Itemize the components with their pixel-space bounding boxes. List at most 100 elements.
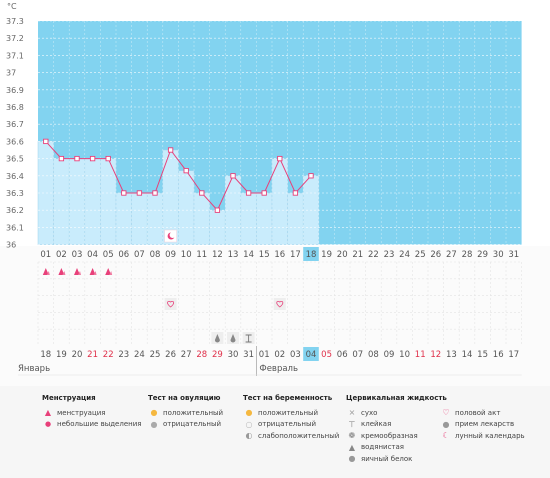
legend-title: Менструация (42, 394, 96, 402)
temp-bar (240, 192, 257, 245)
menstruation-icon (78, 271, 81, 275)
legend-title: Тест на овуляцию (148, 394, 221, 402)
menstruation-icon (93, 271, 97, 275)
positive-icon: ● (150, 408, 158, 418)
date-label: 02 (274, 350, 285, 360)
day-label: 24 (399, 250, 410, 260)
legend-label: прием лекарств (455, 420, 515, 429)
heart-icon (167, 300, 174, 308)
day-label: 17 (290, 250, 301, 260)
menstruation-icon (74, 268, 80, 275)
legend-label: лунный календарь (455, 431, 525, 440)
day-label: 20 (337, 250, 348, 260)
date-label: 15 (477, 350, 488, 360)
drop-icon: ● (44, 420, 52, 429)
menstruation-icon (42, 268, 49, 275)
date-label: 09 (384, 350, 395, 360)
moon-icon (169, 232, 176, 238)
legend-label: отрицательный (258, 420, 317, 429)
legend-item: ○ отрицательный (243, 419, 339, 431)
month-label-january: Январь (18, 364, 50, 374)
temp-point (292, 190, 299, 196)
legend-label: яичный белок (361, 454, 413, 463)
menstruation-icon (62, 271, 66, 275)
date-label: 27 (181, 350, 192, 360)
date-label: 08 (368, 350, 379, 360)
date-label: 22 (103, 350, 114, 360)
temp-point (277, 155, 283, 162)
day-label: 30 (493, 250, 504, 260)
temp-point (121, 190, 127, 196)
day-label: 13 (228, 250, 239, 260)
legend-label: менструация (57, 408, 106, 417)
egg-white-icon: ● (348, 454, 356, 464)
day-label: 08 (150, 250, 161, 260)
date-label: 03 (290, 350, 301, 360)
temp-point (308, 173, 314, 179)
watery-icon (214, 334, 220, 343)
negative-icon: ● (150, 419, 158, 429)
date-label: 18 (40, 350, 51, 360)
temp-point (167, 147, 174, 153)
month-label-february: Февраль (259, 364, 298, 374)
legend-other: ♡ половой акт ● прием лекарств ☾ лунный кал… (440, 407, 525, 442)
heart-marker-box (164, 298, 177, 310)
temp-point (58, 155, 65, 162)
menstruation-icon (46, 271, 50, 275)
y-tick-label: 36.9 (6, 86, 24, 95)
temp-bar (178, 170, 195, 245)
temp-point (199, 190, 205, 196)
date-label: 05 (321, 350, 332, 360)
temp-bar (53, 158, 70, 245)
date-label: 26 (165, 350, 176, 360)
date-label: 10 (399, 350, 410, 360)
temp-bar (68, 158, 86, 245)
legend-item: ♡ половой акт (440, 407, 525, 419)
legend-menstruation: Менструация ▲ менструация ● небольшие выде… (42, 394, 142, 430)
temp-point (230, 173, 236, 179)
day-label: 14 (243, 250, 254, 260)
date-label: 14 (462, 350, 473, 360)
day-label: 23 (384, 250, 395, 260)
day-label: 19 (321, 250, 332, 260)
day-label: 02 (56, 250, 67, 260)
y-axis-label: °C (7, 2, 17, 11)
menstruation-icon: ▲ (44, 408, 52, 418)
day-label: 21 (352, 250, 363, 260)
legend-label: сухо (361, 408, 378, 417)
temp-point (105, 155, 111, 162)
y-tick-label: 37.2 (6, 34, 24, 43)
y-tick-label: 36.5 (6, 155, 24, 164)
legend-item: ⊤ клейкая (346, 419, 447, 431)
legend-item: × сухо (346, 407, 447, 419)
day-label: 26 (430, 250, 441, 260)
legend-item: ● положительный (148, 407, 224, 419)
menstruation-icon (89, 268, 96, 275)
menstruation-icon (105, 268, 112, 275)
temp-point (245, 190, 252, 196)
calendar-background (0, 246, 550, 386)
date-label: 24 (134, 350, 145, 360)
legend-item: ☾ лунный календарь (440, 430, 525, 442)
day-label: 31 (508, 250, 519, 260)
temp-bar (287, 192, 304, 245)
legend-pregnancy: Тест на беременность ● положительный ○ отр… (243, 394, 339, 442)
legend-item: ▲ водянистая (346, 442, 447, 454)
day-label: 16 (274, 250, 285, 260)
date-label: 12 (430, 350, 441, 360)
legend-label: отрицательный (163, 420, 222, 429)
y-tick-label: 36.6 (6, 137, 24, 146)
legend-label: кремообразная (361, 431, 418, 440)
temperature-chart: 37.3 37.2 37.1 37 36.9 36.8 36.7 36.6 36.5 36.4 36… (0, 2, 550, 386)
day-label: 07 (134, 250, 145, 260)
y-tick-label: 36.3 (6, 189, 24, 198)
legend-item: ▲ менструация (42, 407, 142, 419)
legend-ovulation: Тест на овуляцию ● положительный ● отрицат… (148, 394, 223, 430)
pill-icon: ● (442, 419, 450, 429)
legend-title: Тест на беременность (243, 394, 333, 402)
temp-bar (256, 192, 273, 245)
day-label: 22 (368, 250, 379, 260)
legend-label: положительный (258, 408, 319, 417)
date-label: 01 (259, 350, 270, 360)
day-label: 03 (72, 250, 83, 260)
